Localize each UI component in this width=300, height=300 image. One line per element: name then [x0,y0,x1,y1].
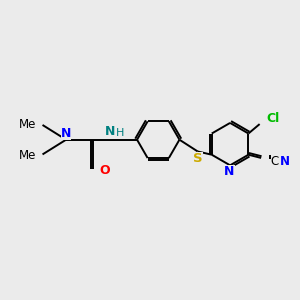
Text: N: N [61,127,71,140]
Text: Cl: Cl [267,112,280,125]
Text: S: S [194,152,203,165]
Text: N: N [280,155,290,168]
Text: O: O [99,164,110,177]
Text: N: N [105,125,116,138]
Text: N: N [224,165,235,178]
Text: C: C [271,155,279,168]
Text: Me: Me [19,148,36,161]
Text: Me: Me [19,118,36,131]
Text: H: H [116,128,124,138]
